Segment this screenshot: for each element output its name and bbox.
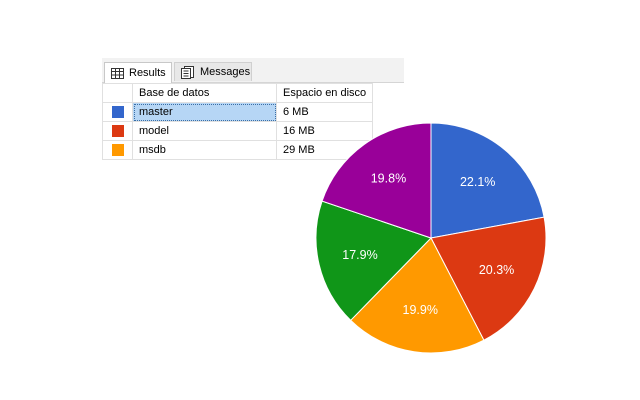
disk-space-cell[interactable]: 16 MB [276,121,373,141]
database-name-cell[interactable]: master [132,102,277,122]
pie-slice[interactable] [315,200,432,322]
database-name-cell[interactable]: model [132,121,277,141]
pie-slice[interactable] [321,122,432,239]
pie-chart: 22.1% 20.3% 19.9% 17.9% 19.8% [300,110,560,373]
results-grid-icon [111,67,124,79]
row-color-cell[interactable] [102,102,133,122]
column-header-disk-space[interactable]: Espacio en disco [276,83,373,103]
tab-results-label: Results [129,67,166,79]
tab-messages[interactable]: Messages [174,62,252,81]
color-swatch [112,106,124,118]
column-header-database[interactable]: Base de datos [132,83,277,103]
pie-slice-label: 17.9% [342,248,377,262]
color-swatch [112,144,124,156]
results-tabstrip: Results Messages [102,58,404,83]
row-color-cell[interactable] [102,121,133,141]
row-header-corner[interactable] [102,83,133,103]
disk-space-cell[interactable]: 29 MB [276,140,373,160]
color-swatch [112,125,124,137]
pie-slice[interactable] [350,237,485,354]
disk-space-cell[interactable]: 6 MB [276,102,373,122]
tab-messages-label: Messages [200,66,251,78]
tab-results[interactable]: Results [104,62,172,83]
grid-header-row: Base de datos Espacio en disco [102,83,373,103]
table-row[interactable]: master 6 MB [102,102,373,122]
pie-slice[interactable] [430,122,545,239]
pie-chart-svg: 22.1% 20.3% 19.9% 17.9% 19.8% [315,122,547,354]
table-row[interactable]: msdb 29 MB [102,140,373,160]
pie-slice-label: 20.3% [479,263,514,277]
pie-slice[interactable] [430,216,547,341]
pie-slice-label: 22.1% [460,175,495,189]
table-row[interactable]: model 16 MB [102,121,373,141]
messages-icon [181,65,194,79]
results-grid: Base de datos Espacio en disco master 6 … [102,83,373,160]
results-panel: Results Messages Base de datos Espacio e… [102,58,404,166]
row-color-cell[interactable] [102,140,133,160]
database-name-cell[interactable]: msdb [132,140,277,160]
pie-slice-label: 19.9% [403,303,438,317]
pie-slice-label: 19.8% [371,172,406,186]
